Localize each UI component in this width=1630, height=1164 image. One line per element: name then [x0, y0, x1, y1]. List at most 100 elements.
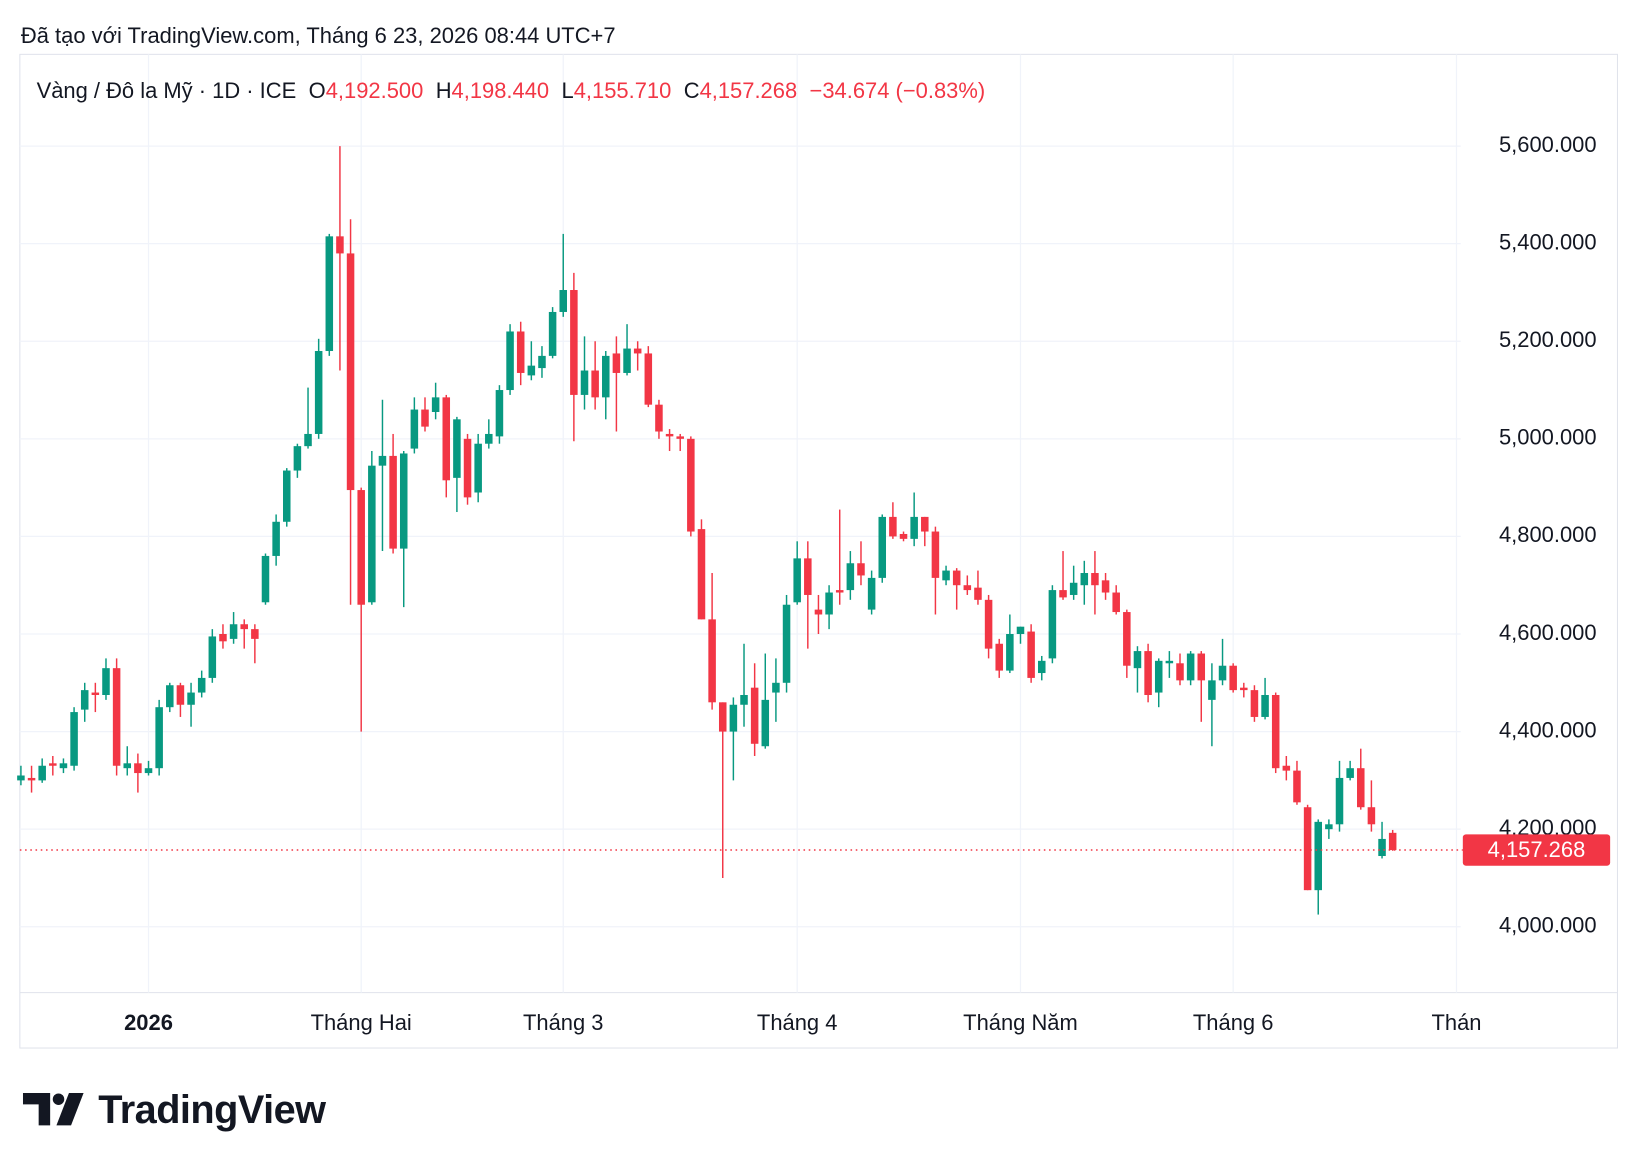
- candle-body: [782, 604, 791, 683]
- candle-body: [1069, 582, 1078, 595]
- logo-dot: [52, 1093, 65, 1105]
- y-tick-label: 4,800.000: [1499, 522, 1597, 547]
- candle-body: [633, 348, 642, 354]
- candle-body: [867, 577, 876, 610]
- candle-body: [910, 516, 918, 539]
- candle-body: [485, 433, 493, 444]
- candle-body: [1027, 631, 1035, 678]
- overlay: 4,000.0004,200.0004,400.0004,600.0004,80…: [19, 132, 1611, 1035]
- candle-body: [1250, 690, 1259, 717]
- candle-body: [59, 763, 68, 769]
- logo-mark: [22, 1092, 51, 1126]
- candle-body: [495, 390, 504, 437]
- candle-body: [687, 438, 695, 532]
- brand-name: TradingView: [98, 1088, 326, 1132]
- candle-body: [1271, 694, 1280, 769]
- legend-high: 4,198.440: [452, 78, 550, 103]
- candle-body: [931, 531, 940, 578]
- candle-body: [804, 558, 812, 595]
- candle-body: [1240, 687, 1248, 691]
- candle-body: [878, 516, 887, 578]
- candle-body: [1208, 680, 1216, 700]
- candle-body: [761, 699, 770, 747]
- candle-body: [506, 331, 514, 391]
- candle-body: [1346, 768, 1354, 778]
- grid: [19, 54, 1618, 994]
- candle-body: [399, 453, 408, 549]
- candle-body: [442, 397, 451, 481]
- candle-body: [527, 365, 536, 376]
- candle-body: [155, 707, 163, 769]
- candle-body: [378, 455, 387, 466]
- candle-body: [644, 353, 653, 405]
- candle-body: [346, 253, 355, 491]
- candle-body: [219, 634, 227, 642]
- x-tick-label: Tháng 4: [757, 1010, 838, 1035]
- candle-body: [1186, 653, 1195, 681]
- candle-body: [1378, 838, 1386, 857]
- candle-body: [676, 436, 684, 439]
- legend-change: −34.674 (−0.83%): [810, 78, 986, 103]
- brand-logo: TradingView: [22, 1088, 327, 1132]
- candle-body: [814, 609, 823, 615]
- candle-body: [1293, 770, 1301, 803]
- candle-body: [612, 353, 621, 373]
- candle-body: [91, 692, 100, 695]
- legend: Vàng / Đô la Mỹ · 1D · ICE O4,192.500 H4…: [37, 78, 986, 103]
- candle-body: [304, 433, 312, 447]
- candle-body: [293, 446, 302, 471]
- candle-body: [123, 763, 132, 769]
- candle-body: [1229, 665, 1237, 691]
- candle-body: [325, 236, 334, 352]
- candle-body: [240, 624, 248, 630]
- x-tick-label: Tháng Năm: [963, 1010, 1078, 1035]
- candle-body: [368, 465, 376, 603]
- x-tick-label: 2026: [124, 1010, 173, 1035]
- candle-body: [921, 516, 929, 532]
- candle-body: [825, 592, 833, 615]
- candle-body: [1388, 832, 1397, 851]
- candle-body: [708, 619, 716, 703]
- candle-body: [1016, 626, 1025, 635]
- y-tick-label: 4,400.000: [1499, 717, 1597, 742]
- candle-body: [1091, 573, 1099, 586]
- candle-body: [697, 529, 706, 620]
- candle-body: [1314, 821, 1322, 891]
- candle-body: [857, 563, 865, 576]
- candle-body: [889, 516, 897, 537]
- candle-body: [1133, 651, 1142, 669]
- candle-body: [1123, 612, 1131, 666]
- candle-body: [974, 587, 982, 600]
- candle-body: [729, 704, 738, 732]
- x-tick-label: Tháng Hai: [311, 1010, 412, 1035]
- candle-body: [952, 570, 961, 586]
- candle-body: [1006, 634, 1014, 671]
- legend-close-label: C: [684, 78, 700, 103]
- candle-body: [665, 433, 674, 437]
- candle-body: [559, 290, 568, 312]
- candle-body: [187, 692, 195, 705]
- candle-body: [1059, 590, 1067, 598]
- candle-body: [1112, 592, 1120, 613]
- candle-body: [144, 768, 153, 774]
- candle-body: [208, 636, 217, 678]
- candle-body: [1154, 660, 1163, 693]
- candle-body: [1357, 768, 1365, 808]
- candle-body: [1101, 580, 1110, 593]
- candle-body: [538, 355, 546, 369]
- candle-body: [17, 775, 25, 781]
- legend-low: 4,155.710: [574, 78, 672, 103]
- y-tick-label: 4,000.000: [1499, 913, 1597, 938]
- candle-body: [1037, 660, 1046, 674]
- candle-body: [516, 331, 525, 373]
- y-tick-label: 5,200.000: [1499, 327, 1597, 352]
- candle-body: [1218, 665, 1227, 681]
- legend-low-label: L: [562, 78, 574, 103]
- candle-body: [984, 599, 993, 649]
- y-tick-label: 5,600.000: [1499, 132, 1597, 157]
- last-price-label: 4,157.268: [1488, 837, 1586, 862]
- legend-high-label: H: [436, 78, 452, 103]
- candle-body: [229, 624, 238, 639]
